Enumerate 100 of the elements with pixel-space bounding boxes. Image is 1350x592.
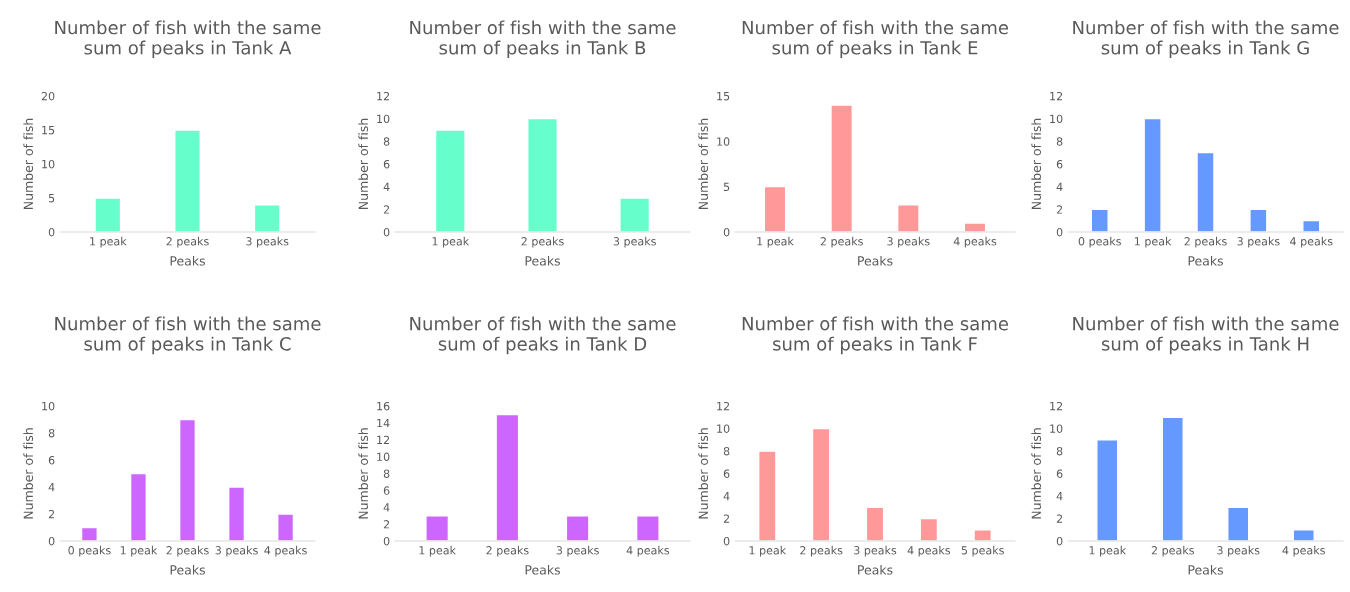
y-tick-label: 4 xyxy=(723,492,730,501)
y-tick-label: 8 xyxy=(723,446,730,456)
x-tick-label: 2 peaks xyxy=(1184,236,1227,248)
x-tick-label: 2 peaks xyxy=(166,236,209,248)
y-tick-label: 10 xyxy=(42,159,55,169)
y-tick-label: 0 xyxy=(48,536,55,546)
y-tick-label: 6 xyxy=(383,486,390,495)
y-tick-label: 4 xyxy=(1056,182,1063,191)
bar xyxy=(1227,506,1250,541)
y-axis-title: Number of fish xyxy=(1031,428,1042,519)
chart-title: Number of fish with the same sum of peaks in Tank E xyxy=(742,20,1009,59)
y-tick-label: 0 xyxy=(1056,227,1063,237)
bar xyxy=(80,526,98,541)
bar xyxy=(1090,208,1109,232)
x-tick-label: 1 peak xyxy=(1089,545,1127,557)
y-tick-label: 0 xyxy=(723,536,730,546)
y-tick-label: 8 xyxy=(1056,137,1063,146)
y-tick-label: 8 xyxy=(383,137,390,146)
bar xyxy=(811,427,831,541)
bar xyxy=(1096,439,1119,541)
x-tick-label: 3 peaks xyxy=(1217,545,1260,557)
y-tick-label: 12 xyxy=(1050,91,1063,101)
x-tick-label: 1 peak xyxy=(749,545,787,557)
chart-title: Number of fish with the same sum of peaks in Tank G xyxy=(1073,20,1339,59)
bar xyxy=(830,104,854,232)
bar xyxy=(1161,416,1184,541)
x-axis-title: Peaks xyxy=(1188,564,1223,575)
y-tick-label: 10 xyxy=(717,424,730,433)
bar xyxy=(1196,151,1215,232)
x-tick-label: 2 peaks xyxy=(486,545,529,557)
y-tick-label: 6 xyxy=(1056,469,1063,478)
x-tick-label: 4 peaks xyxy=(953,236,997,248)
x-tick-label: 4 peaks xyxy=(1282,545,1325,557)
x-tick-label: 5 peaks xyxy=(961,545,1004,557)
bar xyxy=(227,486,246,541)
y-tick-label: 12 xyxy=(1050,401,1063,411)
x-tick-label: 4 peaks xyxy=(626,545,670,557)
y-tick-label: 20 xyxy=(41,91,55,101)
y-tick-label: 4 xyxy=(383,182,390,191)
bar xyxy=(1292,529,1315,541)
bar xyxy=(253,204,281,232)
x-axis-title: Peaks xyxy=(525,564,560,575)
x-tick-label: 1 peak xyxy=(120,545,158,557)
bar xyxy=(763,185,787,232)
chart-title: Number of fish with the same sum of peaks in Tank H xyxy=(1073,316,1339,355)
x-axis-title: Peaks xyxy=(170,564,205,575)
y-tick-label: 8 xyxy=(48,428,55,438)
y-tick-label: 4 xyxy=(383,503,390,512)
bar xyxy=(434,129,466,232)
bar xyxy=(619,197,651,232)
bar xyxy=(527,117,558,232)
y-axis-title: Number of fish xyxy=(358,428,369,519)
x-tick-label: 3 peaks xyxy=(246,236,289,248)
y-tick-label: 12 xyxy=(377,91,390,101)
x-tick-label: 1 peak xyxy=(90,236,127,248)
y-tick-label: 6 xyxy=(383,159,390,169)
y-tick-label: 0 xyxy=(48,227,55,237)
y-tick-label: 15 xyxy=(42,126,55,135)
x-tick-label: 3 peaks xyxy=(887,236,930,248)
y-tick-label: 6 xyxy=(1056,159,1063,169)
chart-title: Number of fish with the same sum of peaks in Tank D xyxy=(410,316,676,355)
y-tick-label: 0 xyxy=(383,536,390,546)
y-tick-label: 5 xyxy=(723,182,730,192)
y-tick-label: 16 xyxy=(377,401,390,411)
y-axis-title: Number of fish xyxy=(1031,118,1042,210)
y-tick-label: 4 xyxy=(1056,492,1063,501)
y-tick-label: 10 xyxy=(377,452,390,461)
bar xyxy=(973,529,993,541)
bar xyxy=(865,506,885,541)
x-tick-label: 1 peak xyxy=(1134,236,1172,248)
x-tick-label: 2 peaks xyxy=(820,236,863,248)
y-tick-label: 2 xyxy=(723,514,730,523)
y-tick-label: 2 xyxy=(1056,514,1063,523)
x-tick-label: 4 peaks xyxy=(1290,236,1333,248)
y-tick-label: 6 xyxy=(723,469,730,478)
y-tick-label: 6 xyxy=(48,455,55,465)
y-tick-label: 12 xyxy=(377,435,390,444)
y-tick-label: 10 xyxy=(377,114,390,124)
y-axis-title: Number of fish xyxy=(698,118,709,210)
y-tick-label: 8 xyxy=(383,469,390,478)
y-tick-label: 8 xyxy=(1056,446,1063,456)
x-tick-label: 3 peaks xyxy=(854,545,897,557)
y-tick-label: 2 xyxy=(48,509,55,519)
y-tick-label: 0 xyxy=(383,227,390,237)
x-tick-label: 2 peaks xyxy=(521,236,564,248)
bar xyxy=(1302,219,1321,232)
bar xyxy=(963,222,987,232)
x-tick-label: 0 peaks xyxy=(68,545,111,557)
y-tick-label: 2 xyxy=(1056,205,1063,214)
bar xyxy=(1249,208,1268,232)
bar xyxy=(919,517,939,541)
y-tick-label: 2 xyxy=(383,205,390,214)
bar xyxy=(277,513,295,541)
y-tick-label: 12 xyxy=(717,401,730,411)
x-tick-label: 1 peak xyxy=(757,236,794,248)
bar xyxy=(896,204,920,232)
bar xyxy=(1143,117,1162,232)
y-tick-label: 0 xyxy=(1056,536,1063,546)
x-tick-label: 3 peaks xyxy=(613,236,656,248)
y-tick-label: 5 xyxy=(48,194,55,203)
